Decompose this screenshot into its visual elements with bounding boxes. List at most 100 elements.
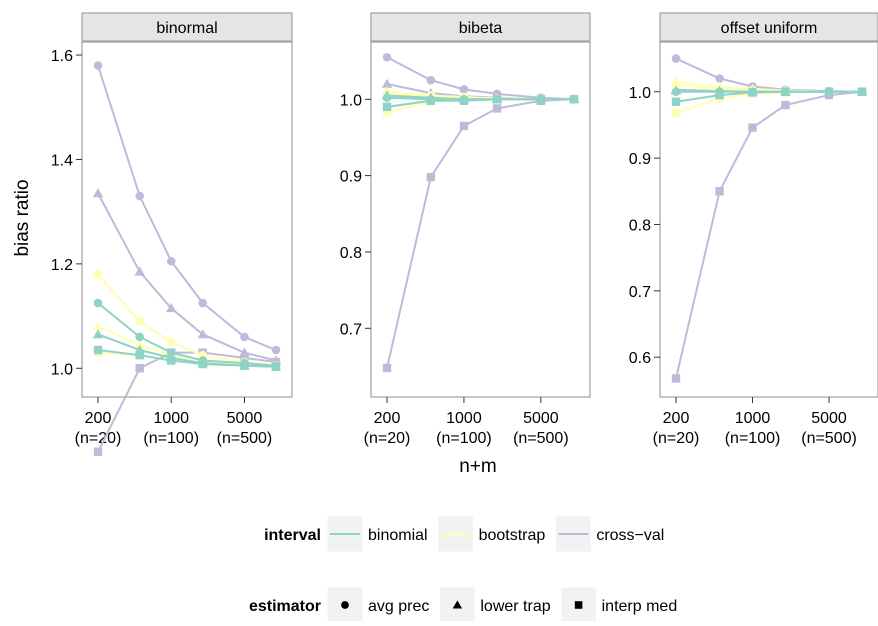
data-point: [459, 96, 469, 105]
panels: binormal 1.0 1.2 1.4 1.6 200 (n=20) 1000 (n=100)…: [51, 12, 878, 457]
data-point: [426, 75, 436, 85]
legend-estimator: estimator avg prec lower trap interp med: [249, 586, 678, 624]
x-tick-label: 5000: [811, 410, 847, 427]
x-tick-label: 5000: [523, 410, 559, 427]
data-point: [492, 104, 502, 113]
data-point: [166, 337, 176, 347]
panel-title: offset uniform: [721, 20, 818, 37]
y-tick-label: 1.2: [51, 257, 73, 274]
y-tick-label: 0.9: [629, 151, 651, 168]
legend-label: cross−val: [596, 527, 664, 544]
y-tick-label: 1.0: [629, 85, 651, 102]
series-line: [386, 98, 574, 108]
x-tick-label: 5000: [227, 410, 263, 427]
series-binomial-interp-med: [93, 345, 281, 371]
panel-title: binormal: [156, 20, 217, 37]
data-point: [197, 329, 208, 339]
x-tick-sublabel: (n=100): [143, 430, 199, 447]
panel-strip: [81, 12, 293, 42]
data-point: [135, 351, 144, 360]
series-line: [97, 192, 277, 362]
legend-label: binomial: [368, 527, 428, 544]
y-axis-title: bias ratio: [12, 179, 33, 256]
data-point: [135, 317, 144, 326]
data-point: [93, 298, 103, 308]
legend-interval: interval binomial bootstrap cross−val: [264, 515, 664, 553]
data-point: [382, 363, 392, 373]
data-point: [240, 332, 249, 342]
data-point: [93, 61, 103, 70]
data-point: [748, 88, 757, 97]
series-line: [97, 351, 277, 453]
data-point: [166, 303, 177, 313]
legend-shape: [452, 600, 463, 609]
data-point: [93, 447, 103, 457]
legend-label: lower trap: [480, 598, 550, 615]
y-tick-label: 1.6: [51, 48, 73, 65]
data-point: [198, 359, 207, 369]
legend-label: avg prec: [368, 598, 429, 615]
x-tick-sublabel: (n=20): [653, 430, 700, 447]
legend-label: interp med: [602, 598, 678, 615]
data-point: [271, 345, 281, 355]
legend-title: interval: [264, 527, 321, 544]
x-tick-label: 1000: [446, 410, 482, 427]
x-tick-label: 1000: [153, 410, 189, 427]
y-tick-label: 0.8: [629, 217, 651, 234]
panel-title: bibeta: [459, 20, 503, 37]
data-point: [93, 345, 103, 355]
series-line: [675, 90, 862, 103]
series-line: [675, 90, 863, 379]
x-tick-label: 1000: [735, 410, 771, 427]
y-tick-label: 0.7: [629, 284, 651, 301]
data-point: [857, 87, 867, 96]
data-point: [715, 90, 724, 100]
data-point: [824, 87, 834, 96]
x-axis-title: n+m: [459, 456, 497, 477]
y-tick-label: 0.8: [340, 245, 362, 262]
series-cross-val-avg-prec: [93, 61, 281, 355]
data-point: [382, 108, 392, 117]
x-tick-label: 200: [374, 410, 401, 427]
x-tick-sublabel: (n=20): [75, 430, 122, 447]
data-point: [715, 74, 724, 83]
data-point: [166, 348, 176, 357]
data-point: [135, 191, 144, 201]
data-point: [92, 329, 104, 339]
data-point: [382, 102, 392, 112]
series-binomial-interp-med: [382, 95, 579, 112]
panel-offset-uniform: offset uniform 0.6 0.7 0.8 0.9 1.0 200 (n=20) 10…: [629, 12, 878, 447]
legend: interval binomial bootstrap cross−val estima…: [249, 515, 678, 624]
y-tick-label: 1.0: [340, 92, 362, 109]
x-tick-sublabel: (n=500): [513, 430, 569, 447]
data-point: [671, 108, 681, 118]
data-point: [426, 96, 435, 105]
data-point: [748, 123, 757, 132]
x-tick-label: 200: [85, 410, 112, 427]
data-point: [167, 356, 176, 365]
data-point: [240, 361, 249, 370]
data-point: [671, 97, 681, 106]
data-point: [381, 90, 393, 100]
x-tick-sublabel: (n=500): [801, 430, 857, 447]
data-point: [671, 374, 681, 383]
series-line: [386, 98, 575, 369]
data-point: [671, 54, 681, 63]
y-tick-label: 1.4: [51, 152, 73, 169]
panel-frame: [659, 41, 878, 398]
y-tick-label: 0.9: [340, 169, 362, 186]
series-binomial-interp-med: [671, 87, 867, 106]
data-point: [271, 362, 281, 371]
data-point: [135, 332, 144, 342]
x-tick-label: 200: [663, 410, 690, 427]
data-point: [426, 172, 435, 182]
data-point: [93, 270, 103, 279]
data-point: [492, 95, 502, 104]
legend-shape: [341, 601, 349, 609]
data-point: [135, 364, 144, 373]
x-tick-sublabel: (n=500): [217, 430, 273, 447]
series-line: [97, 65, 277, 351]
panel-strip: [370, 12, 591, 42]
series-line: [97, 349, 277, 368]
